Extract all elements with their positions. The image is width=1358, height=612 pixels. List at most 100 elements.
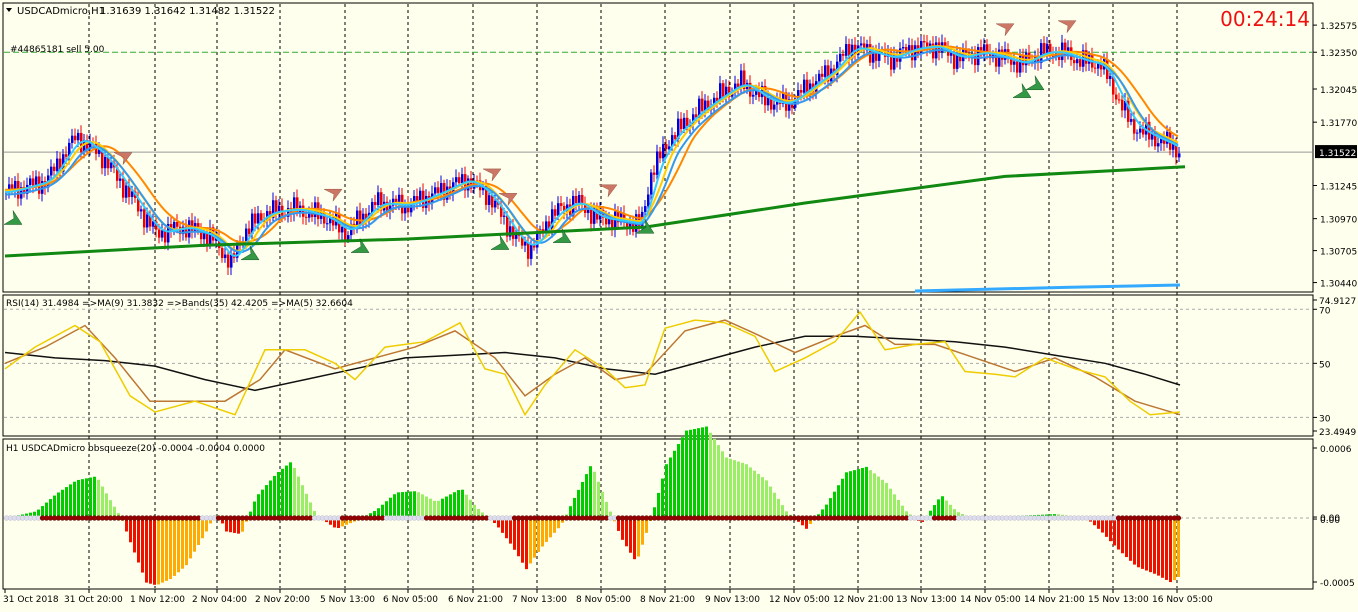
histogram-bar — [581, 481, 584, 519]
candle-body — [734, 83, 737, 93]
candle-body — [998, 49, 1001, 67]
histogram-bar — [453, 492, 456, 519]
candle-body — [374, 202, 377, 206]
candle-body — [623, 213, 626, 223]
histogram-bar — [45, 502, 48, 519]
candle-body — [62, 154, 65, 172]
candle-body — [173, 221, 176, 232]
histogram-bar — [557, 518, 560, 529]
price-pane[interactable] — [2, 2, 1314, 293]
candle-body — [878, 50, 881, 61]
candle-body — [704, 100, 707, 111]
histogram-bar — [749, 467, 752, 519]
candle-body — [218, 236, 221, 249]
candle-body — [1046, 43, 1049, 55]
buy-arrow-icon — [3, 210, 23, 225]
candle-body — [860, 43, 863, 46]
candle-body — [230, 253, 233, 268]
candle-body — [110, 162, 113, 169]
price-axis: 1.32575 1.32350 1.32045 1.31770 1.31245 1.309… — [1313, 22, 1357, 290]
candle-body — [212, 227, 215, 241]
histogram-bar — [1149, 518, 1152, 573]
candle-body — [296, 197, 299, 213]
candle-body — [104, 157, 107, 169]
histogram-bar — [417, 492, 420, 519]
candle-body — [950, 53, 953, 56]
candle-body — [893, 54, 896, 70]
candle-body — [995, 54, 998, 67]
histogram-bar — [845, 472, 848, 519]
candle-body — [758, 90, 761, 98]
candle-body — [422, 190, 425, 208]
time-tick-label: 14 Nov 21:00 — [1024, 595, 1085, 605]
candle-body — [650, 172, 653, 195]
squeeze-dot — [1175, 515, 1182, 521]
buy-arrow-icon — [1025, 75, 1045, 91]
candle-body — [143, 209, 146, 228]
candle-body — [533, 244, 536, 248]
candle-body — [566, 204, 569, 212]
candle-body — [944, 42, 947, 48]
histogram-bar — [777, 498, 780, 519]
candle-body — [458, 177, 461, 184]
histogram-bar — [585, 474, 588, 519]
candle-body — [260, 213, 263, 221]
candle-body — [485, 185, 488, 205]
histogram-bar — [497, 518, 500, 528]
candle-body — [590, 209, 593, 224]
candle-body — [293, 197, 296, 215]
candle-body — [887, 51, 890, 57]
candle-body — [83, 139, 86, 153]
candle-body — [707, 100, 710, 110]
histogram-bar — [1165, 518, 1168, 580]
candle-body — [530, 244, 533, 259]
candle-body — [266, 211, 269, 222]
candle-body — [359, 210, 362, 225]
histogram-bar — [301, 485, 304, 519]
histogram-bar — [905, 511, 908, 519]
histogram-bar — [237, 518, 240, 534]
histogram-bar — [629, 518, 632, 553]
rsi-tick-label: 23.4949 — [1319, 428, 1356, 438]
bbsqueeze-label: H1 USDCADmicro bbsqueeze(20) -0.0004 -0.… — [6, 444, 265, 454]
histogram-bar — [181, 518, 184, 569]
histogram-bar — [589, 466, 592, 519]
candle-body — [224, 254, 227, 259]
candle-body — [1100, 63, 1103, 70]
candle-body — [1073, 60, 1076, 64]
candle-body — [500, 204, 503, 217]
candle-body — [272, 200, 275, 219]
candle-body — [56, 158, 59, 171]
candle-body — [1121, 99, 1124, 111]
time-tick-label: 15 Nov 13:00 — [1088, 595, 1149, 605]
candle-body — [515, 232, 518, 239]
candle-body — [551, 209, 554, 231]
sell-arrow-icon — [482, 168, 502, 182]
candle-body — [752, 94, 755, 97]
rsi-pane[interactable] — [2, 294, 1314, 437]
candle-body — [713, 97, 716, 108]
rsi-label: RSI(14) 31.4984 =>MA(9) 31.3832 =>Bands(… — [6, 299, 353, 309]
price-tick-label: 1.30440 — [1320, 280, 1357, 290]
candle-body — [503, 215, 506, 217]
candle-body — [77, 132, 80, 141]
histogram-bar — [393, 494, 396, 519]
histogram-bar — [401, 492, 404, 519]
rsi-series-line — [4, 310, 1181, 417]
candle-body — [1094, 67, 1097, 69]
chart-menu-triangle-icon[interactable] — [6, 8, 12, 12]
candle-body — [983, 44, 986, 56]
time-tick-label: 5 Nov 13:00 — [320, 595, 375, 605]
histogram-bar — [269, 480, 272, 519]
hist-tick-label: 0.00 — [1320, 514, 1340, 524]
candle-body — [581, 194, 584, 204]
candle-body — [797, 90, 800, 99]
histogram-bar — [201, 518, 204, 539]
histogram-bar — [341, 518, 344, 527]
sell-arrow-icon — [323, 188, 343, 202]
candle-body — [644, 206, 647, 212]
histogram-bar — [241, 518, 244, 532]
histogram-bar — [761, 477, 764, 519]
histogram-bar — [89, 477, 92, 519]
